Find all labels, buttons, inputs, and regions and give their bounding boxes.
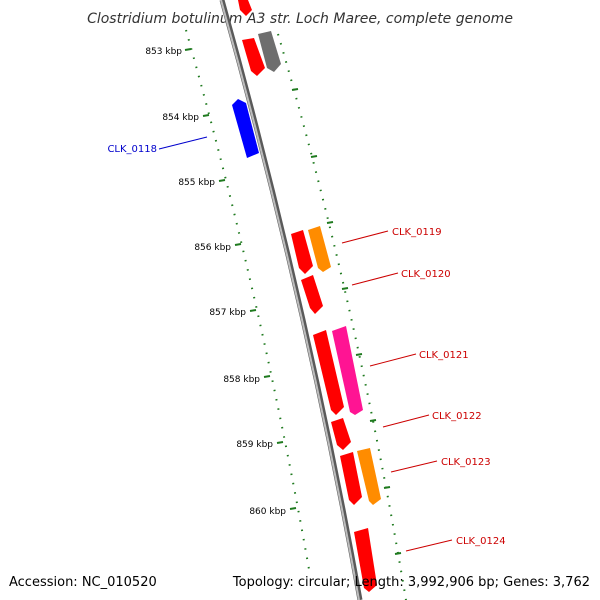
leader-line-clk-0119 <box>341 230 389 244</box>
gene-label-clk-0124[interactable]: CLK_0124 <box>456 536 506 547</box>
gene-feature-clk-0122[interactable] <box>331 418 351 450</box>
tick-label: 855 kbp <box>178 178 215 188</box>
gene-feature-clk-0124[interactable] <box>354 528 377 592</box>
tick-mark <box>341 287 349 290</box>
gene-feature-clk-0120[interactable] <box>301 275 323 314</box>
tick-mark <box>289 507 297 510</box>
leader-line-clk-0123 <box>390 460 438 473</box>
tick-mark <box>326 221 334 224</box>
gene-label-clk-0118[interactable]: CLK_0118 <box>107 144 157 155</box>
tick-mark <box>184 48 192 51</box>
gene-label-clk-0121[interactable]: CLK_0121 <box>419 350 469 361</box>
gene-labels: CLK_0118 CLK_0119 CLK_0120 CLK_0121 CLK_… <box>107 144 505 547</box>
tick-mark <box>291 88 299 91</box>
tick-mark <box>202 114 210 117</box>
map-title: Clostridium botulinum A3 str. Loch Maree… <box>87 11 513 27</box>
tick-label: 860 kbp <box>249 507 286 517</box>
gene-feature <box>258 31 281 72</box>
tick-label: 857 kbp <box>209 308 246 318</box>
tick-mark <box>249 309 257 312</box>
gene-track <box>232 0 381 592</box>
gene-feature-clk-0123[interactable] <box>357 448 381 505</box>
tick-label: 859 kbp <box>236 440 273 450</box>
gene-label-clk-0119[interactable]: CLK_0119 <box>392 227 442 238</box>
tick-mark <box>218 179 226 182</box>
accession-text: Accession: NC_010520 <box>9 575 157 590</box>
gene-label-clk-0123[interactable]: CLK_0123 <box>441 457 491 468</box>
gene-feature <box>238 0 252 16</box>
leader-line-clk-0118 <box>158 136 208 150</box>
leader-line-clk-0122 <box>382 414 430 428</box>
tick-label: 854 kbp <box>162 113 199 123</box>
leader-lines <box>158 136 453 552</box>
tick-label: 856 kbp <box>194 243 231 253</box>
gene-label-clk-0122[interactable]: CLK_0122 <box>432 411 482 422</box>
gene-feature-clk-0119[interactable] <box>308 226 331 272</box>
tick-mark <box>310 155 318 158</box>
genome-summary-text: Topology: circular; Length: 3,992,906 bp… <box>232 575 590 590</box>
gene-label-clk-0120[interactable]: CLK_0120 <box>401 269 451 280</box>
gene-feature <box>242 38 265 76</box>
tick-mark <box>355 353 363 356</box>
gene-feature <box>340 452 362 505</box>
tick-mark <box>234 243 242 246</box>
leader-line-clk-0124 <box>405 539 453 552</box>
leader-line-clk-0120 <box>351 272 399 286</box>
tick-mark <box>369 419 377 422</box>
leader-line-clk-0121 <box>369 353 417 367</box>
tick-mark <box>394 552 402 555</box>
gene-feature-clk-0118[interactable] <box>232 99 259 158</box>
gene-feature-clk-0121[interactable] <box>332 326 363 415</box>
tick-label: 858 kbp <box>223 375 260 385</box>
genome-backbone-highlight <box>220 0 360 600</box>
tick-scale-right <box>291 88 402 555</box>
gene-feature <box>291 230 313 274</box>
tick-mark <box>276 441 284 444</box>
tick-mark <box>263 375 271 378</box>
gene-feature <box>313 330 344 415</box>
tick-scale: 853 kbp 854 kbp 855 kbp 856 kbp 857 kbp … <box>145 47 297 517</box>
tick-mark <box>383 486 391 489</box>
tick-label: 853 kbp <box>145 47 182 57</box>
genome-backbone <box>219 0 363 600</box>
